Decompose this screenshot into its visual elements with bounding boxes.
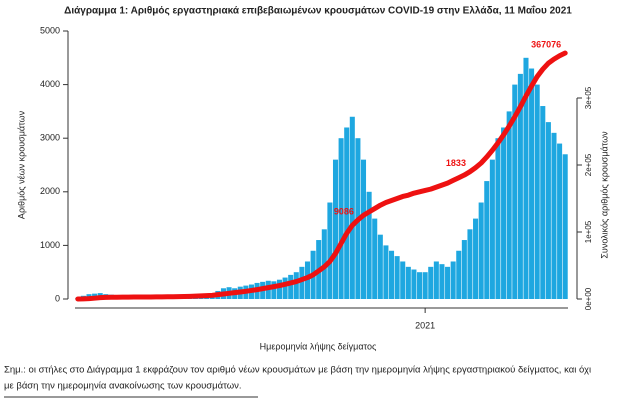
bar [517,73,523,299]
y2-axis-label: Συνολικός αριθμός κρουσμάτων [599,131,609,259]
bar [417,272,423,299]
bar [478,202,484,299]
bar [366,191,372,299]
bar [377,234,383,299]
bar [540,106,546,299]
y-tick-label: 5000 [40,25,60,35]
annotation: 1833 [446,158,466,168]
bar [344,127,350,299]
bar [495,138,501,299]
x-tick-label: 2021 [415,320,435,330]
y-tick-label: 0 [55,293,60,303]
y2-tick-label: 1e+05 [584,220,593,243]
bar [411,269,417,299]
note: Σημ.: οι στήλες στο Διάγραμμα 1 εκφράζου… [4,365,591,376]
bar [276,279,283,299]
bar [372,218,378,299]
bar [557,143,563,299]
bar [304,261,311,299]
bar [327,202,333,299]
bar [512,84,518,299]
bar [439,264,445,299]
bar [529,68,535,300]
bar [489,159,495,299]
bar [445,266,451,299]
y-axis-label: Αριθμός νέων κρουσμάτων [16,110,26,219]
bar [506,111,512,300]
bar [484,181,490,299]
bar [288,274,294,299]
bar [299,266,305,299]
bar [400,261,406,299]
annotation: 367076 [531,39,561,49]
bar [501,127,507,299]
cumulative-line [75,50,568,302]
bar [461,240,467,299]
bar [562,154,568,299]
y-tick-label: 3000 [40,133,60,143]
bar [389,250,395,299]
bar [293,272,299,299]
bar [271,281,277,299]
y-tick-label: 2000 [40,186,60,196]
bar [456,250,462,299]
bar [383,245,389,299]
y2-tick-label: 0e+00 [584,287,593,310]
bar [422,272,428,299]
bar [405,266,411,299]
bar [551,132,557,299]
bar [433,261,439,299]
x-axis-label: Ημερομηνία λήψης δείγματος [260,341,377,351]
bar [282,277,288,299]
bar [332,159,339,299]
bar [467,229,473,299]
annotation: 9086 [334,206,354,216]
chart-title: Διάγραμμα 1: Αριθμός εργαστηριακά επιβεβ… [64,5,572,17]
bar [450,261,456,299]
bar [473,218,479,299]
bar [338,138,344,299]
note: με βάση την ημερομηνία ανακοίνωσης των κ… [4,381,242,392]
bar [394,256,400,299]
y-tick-label: 1000 [40,240,60,250]
bar [428,266,434,299]
y2-tick-label: 3e+05 [584,86,593,109]
bar [534,84,540,299]
y-tick-label: 4000 [40,79,60,89]
bar [349,116,355,299]
bar [523,57,529,299]
bar [545,122,551,300]
bar [360,159,367,299]
y2-tick-label: 2e+05 [584,153,593,176]
